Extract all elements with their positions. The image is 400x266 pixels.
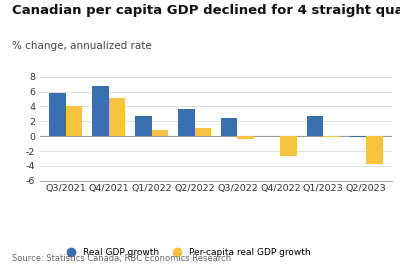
- Bar: [66, 106, 82, 136]
- Text: % change, annualized rate: % change, annualized rate: [12, 41, 152, 51]
- Bar: [366, 136, 382, 164]
- Text: Source: Statistics Canada, RBC Economics Research: Source: Statistics Canada, RBC Economics…: [12, 254, 231, 263]
- Bar: [135, 116, 152, 136]
- Bar: [178, 109, 194, 136]
- Bar: [92, 86, 109, 136]
- Bar: [323, 136, 340, 137]
- Bar: [152, 130, 168, 136]
- Bar: [50, 93, 66, 136]
- Bar: [307, 116, 323, 136]
- Legend: Real GDP growth, Per-capita real GDP growth: Real GDP growth, Per-capita real GDP gro…: [62, 248, 310, 257]
- Bar: [280, 136, 297, 156]
- Bar: [194, 128, 211, 136]
- Bar: [350, 136, 366, 137]
- Text: Canadian per capita GDP declined for 4 straight quarters: Canadian per capita GDP declined for 4 s…: [12, 4, 400, 17]
- Bar: [109, 98, 125, 136]
- Bar: [221, 118, 238, 136]
- Bar: [238, 136, 254, 139]
